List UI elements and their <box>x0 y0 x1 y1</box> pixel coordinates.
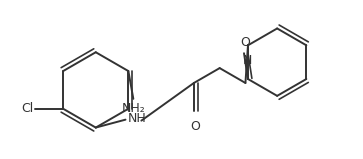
Text: NH: NH <box>127 112 146 125</box>
Text: O: O <box>240 36 250 49</box>
Text: O: O <box>190 120 200 133</box>
Text: N: N <box>242 54 252 67</box>
Text: Cl: Cl <box>21 102 33 115</box>
Text: NH₂: NH₂ <box>122 102 145 115</box>
